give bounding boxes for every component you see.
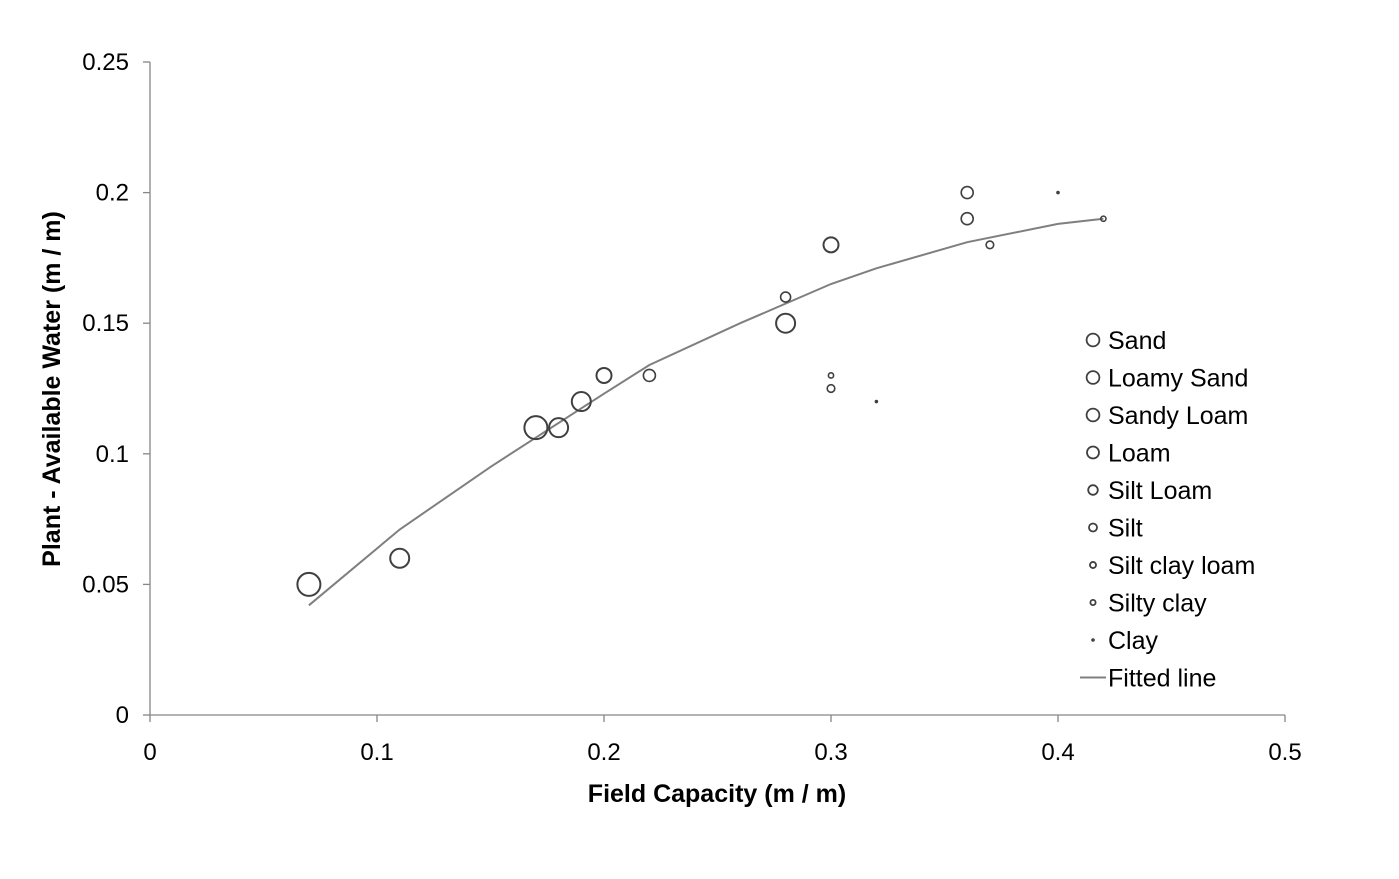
legend-marker-sandy-loam [1085,407,1101,423]
x-tick-label: 0.5 [1268,739,1301,766]
point-sandy-loam [775,312,797,334]
legend-label-loamy-sand: Loamy Sand [1108,365,1248,393]
point-silt [779,291,792,303]
point-silt-loam [960,185,975,200]
legend-label-loam: Loam [1108,440,1171,468]
legend-marker-silt [1088,522,1098,533]
point-silty-clay [1100,215,1107,223]
point-loamy-sand [570,391,592,413]
legend-label-fitted-line: Fitted line [1108,665,1216,693]
legend-label-silt: Silt [1108,515,1143,543]
y-axis-title: Plant - Available Water (m / m) [38,211,66,567]
legend-marker-clay [1091,638,1095,642]
point-loam [595,366,613,384]
legend-marker-loamy-sand [1085,370,1101,385]
y-tick-label: 0.1 [96,441,129,468]
point-clay [874,399,879,404]
legend-marker-silt-loam [1087,484,1099,496]
point-silt-loam [960,211,975,226]
y-tick-label: 0.2 [96,180,129,207]
legend-label-clay: Clay [1108,627,1159,655]
y-tick-label: 0.25 [82,49,129,76]
x-tick-label: 0.1 [360,739,393,766]
legend-label-silt-loam: Silt Loam [1108,477,1212,505]
x-tick-label: 0.2 [587,739,620,766]
axis-ticks: 0 0.1 0.2 0.3 0.4 0.5 0 0.05 0.1 0.15 0.2 0.25 [82,49,1301,766]
legend-marker-silt-clay-loam [1089,561,1097,569]
x-tick-label: 0 [143,739,156,766]
x-tick-label: 0.4 [1041,739,1074,766]
point-sand [523,415,549,441]
legend-label-silty-clay: Silty clay [1108,590,1207,618]
x-axis-title: Field Capacity (m / m) [588,780,846,808]
point-sand [296,571,322,597]
point-silty-clay [827,372,835,379]
point-loam [822,236,840,254]
point-silt-clay-loam [985,240,995,250]
y-tick-label: 0 [116,702,129,729]
legend: Sand Loamy Sand Sandy Loam Loam Silt Loam Sil… [1080,327,1255,693]
point-silt-loam [642,368,657,383]
legend-marker-sand [1085,332,1101,348]
legend-label-sandy-loam: Sandy Loam [1108,402,1248,430]
y-tick-label: 0.05 [82,571,129,598]
point-silt-clay-loam [826,383,836,394]
fitted-line [308,217,1104,607]
axes [149,62,1285,716]
point-sandy-loam [548,417,570,439]
data-points-layer [296,185,1107,597]
y-tick-label: 0.15 [82,310,129,337]
legend-marker-loam [1086,445,1100,460]
legend-label-sand: Sand [1108,327,1166,355]
point-clay [1056,190,1060,195]
fitted-line-layer [308,217,1104,607]
point-loamy-sand [389,547,411,569]
legend-label-silt-clay-loam: Silt clay loam [1108,552,1255,580]
x-tick-label: 0.3 [814,739,847,766]
legend-marker-silty-clay [1089,599,1097,607]
